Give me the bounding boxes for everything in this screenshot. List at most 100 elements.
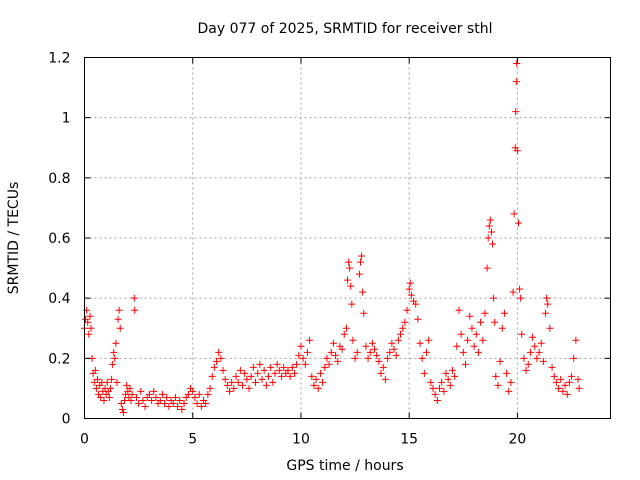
- data-point: [148, 396, 156, 404]
- data-point: [522, 366, 530, 374]
- data-point: [485, 222, 493, 230]
- data-point: [401, 318, 409, 326]
- data-point: [491, 318, 499, 326]
- data-point: [158, 390, 166, 398]
- data-point: [487, 228, 495, 236]
- data-point: [297, 342, 305, 350]
- data-point: [119, 408, 127, 416]
- data-point: [513, 147, 521, 155]
- data-point: [347, 282, 355, 290]
- data-point: [442, 369, 450, 377]
- data-point: [232, 372, 240, 380]
- data-point: [105, 393, 113, 401]
- data-point: [516, 285, 524, 293]
- data-point: [429, 384, 437, 392]
- data-point: [529, 333, 537, 341]
- data-point: [228, 378, 236, 386]
- data-point: [490, 294, 498, 302]
- data-point: [498, 324, 506, 332]
- data-point: [332, 351, 340, 359]
- data-point: [492, 372, 500, 380]
- x-axis-label: GPS time / hours: [286, 458, 403, 474]
- data-point: [472, 330, 480, 338]
- data-point: [552, 378, 560, 386]
- data-point: [115, 306, 123, 314]
- x-tick-label: 20: [509, 432, 527, 448]
- y-tick-label: 0.4: [48, 291, 70, 307]
- data-point: [325, 360, 333, 368]
- data-point: [85, 330, 93, 338]
- data-point: [310, 381, 318, 389]
- data-point: [351, 354, 359, 362]
- data-point: [202, 399, 210, 407]
- data-point: [271, 369, 279, 377]
- x-tick-label: 10: [292, 432, 310, 448]
- data-point: [440, 387, 448, 395]
- data-point: [457, 330, 465, 338]
- data-point: [468, 324, 476, 332]
- data-point: [316, 369, 324, 377]
- data-point: [334, 357, 342, 365]
- data-point: [539, 357, 547, 365]
- data-point: [243, 375, 251, 383]
- data-point: [570, 354, 578, 362]
- data-point: [314, 384, 322, 392]
- data-point: [348, 300, 356, 308]
- y-tick-label: 0.8: [48, 171, 70, 187]
- data-point: [288, 363, 296, 371]
- data-point: [435, 384, 443, 392]
- data-point: [217, 354, 225, 362]
- data-point: [121, 396, 129, 404]
- data-point: [262, 381, 270, 389]
- data-point: [420, 369, 428, 377]
- data-point: [484, 234, 492, 242]
- data-point: [109, 360, 117, 368]
- data-point: [118, 405, 126, 413]
- data-point: [575, 384, 583, 392]
- data-point: [213, 357, 221, 365]
- data-point: [234, 378, 242, 386]
- data-point: [438, 378, 446, 386]
- data-point: [241, 369, 249, 377]
- data-point: [416, 339, 424, 347]
- data-point: [117, 399, 125, 407]
- data-point: [379, 363, 387, 371]
- data-point: [371, 345, 379, 353]
- data-point: [236, 366, 244, 374]
- data-point: [130, 294, 138, 302]
- data-point: [386, 348, 394, 356]
- data-point: [145, 390, 153, 398]
- data-point: [86, 312, 94, 320]
- data-point: [106, 384, 114, 392]
- data-point: [349, 336, 357, 344]
- tick-marks: [84, 57, 611, 419]
- data-point: [494, 381, 502, 389]
- data-point: [359, 288, 367, 296]
- x-tick-label: 0: [80, 432, 89, 448]
- data-point: [113, 378, 121, 386]
- data-point: [433, 396, 441, 404]
- data-point: [414, 315, 422, 323]
- data-point: [431, 390, 439, 398]
- data-point: [461, 360, 469, 368]
- data-point: [338, 345, 346, 353]
- data-point: [87, 324, 95, 332]
- tick-labels: 0 0.2 0.4 0.6 0.8 1 1.2 0 5 10 15 20: [48, 51, 526, 448]
- data-point: [375, 357, 383, 365]
- data-point: [500, 309, 508, 317]
- data-point: [373, 351, 381, 359]
- data-point: [327, 348, 335, 356]
- data-point: [535, 348, 543, 356]
- data-point: [390, 345, 398, 353]
- data-point: [512, 78, 520, 86]
- data-point: [189, 387, 197, 395]
- data-point: [483, 264, 491, 272]
- data-point: [355, 270, 363, 278]
- data-point: [423, 348, 431, 356]
- data-point: [394, 336, 402, 344]
- data-point: [306, 336, 314, 344]
- data-point: [91, 366, 99, 374]
- data-point: [308, 372, 316, 380]
- data-point: [84, 318, 92, 326]
